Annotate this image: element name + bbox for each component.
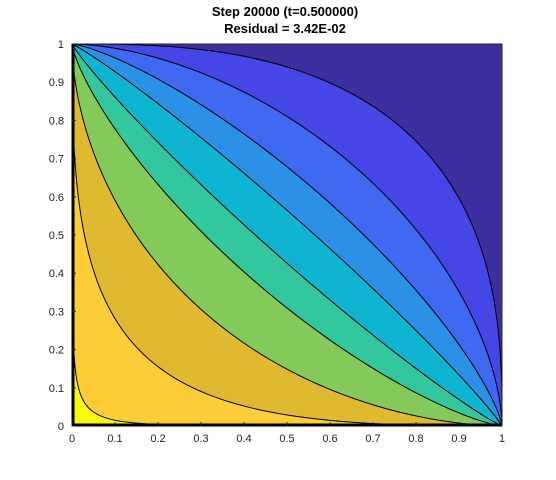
x-tick-label: 0.6 [322, 433, 337, 445]
y-tick-label: 0.8 [49, 115, 64, 127]
x-tick-label: 0.2 [150, 433, 165, 445]
y-tick-label: 0.4 [49, 268, 64, 280]
x-tick-label: 0.5 [279, 433, 294, 445]
x-tick-label: 0.7 [365, 433, 380, 445]
contour-line-7 [71, 43, 503, 427]
y-tick-label: 0.7 [49, 154, 64, 166]
y-tick-label: 0.5 [49, 230, 64, 242]
x-tick-label: 0.8 [408, 433, 423, 445]
plot-area [71, 43, 503, 427]
x-tick-label: 0.4 [236, 433, 251, 445]
x-tick-label: 1 [499, 433, 505, 445]
y-tick-label: 0.6 [49, 192, 64, 204]
x-tick-label: 0.1 [107, 433, 122, 445]
y-axis: 0 0.1 0.2 0.3 0.4 0.5 0.6 0.7 0.8 0.9 1 [49, 39, 76, 433]
x-axis: 0 0.1 0.2 0.3 0.4 0.5 0.6 0.7 0.8 0.9 1 [69, 422, 505, 445]
contour-band-1 [72, 44, 502, 426]
contour-line-8 [71, 43, 503, 427]
y-tick-label: 0.2 [49, 345, 64, 357]
x-tick-label: 0.9 [451, 433, 466, 445]
y-tick-label: 0.9 [49, 77, 64, 89]
contour-line-2 [71, 44, 502, 427]
x-tick-label: 0 [69, 433, 75, 445]
chart-title-line-2: Residual = 3.42E-02 [224, 21, 346, 36]
contour-line-6 [71, 43, 503, 427]
y-tick-label: 0 [58, 421, 64, 433]
y-tick-label: 0.1 [49, 383, 64, 395]
contour-line-4 [71, 43, 503, 427]
y-tick-label: 1 [58, 39, 64, 51]
x-tick-label: 0.3 [193, 433, 208, 445]
contour-line-5 [71, 43, 503, 427]
contour-line-3 [71, 44, 502, 427]
chart-title-line-1: Step 20000 (t=0.500000) [212, 4, 358, 19]
y-tick-label: 0.3 [49, 306, 64, 318]
contour-band-2 [72, 44, 502, 426]
